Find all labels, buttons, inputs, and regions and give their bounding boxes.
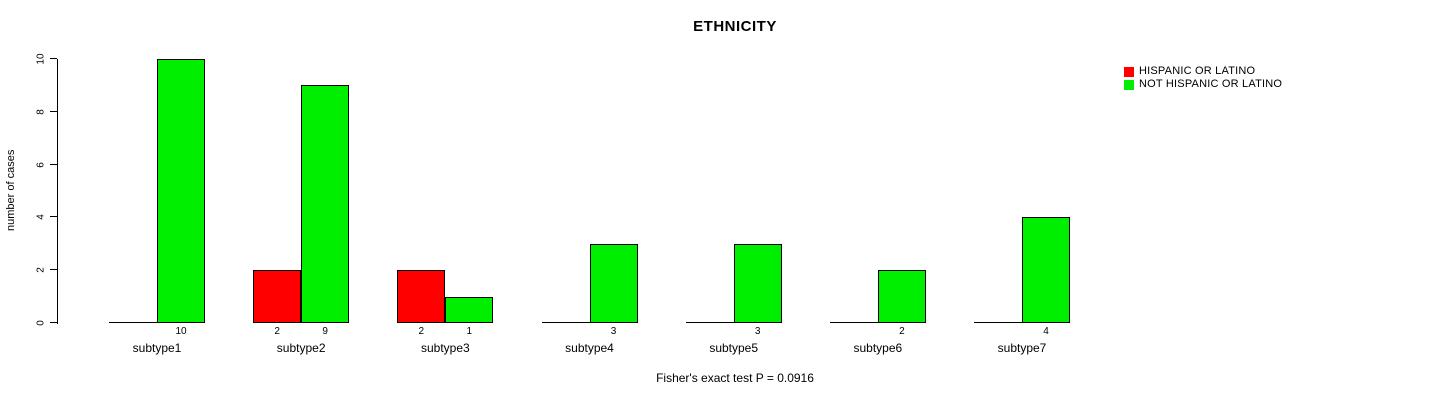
y-tick-mark — [50, 58, 57, 59]
y-tick-mark — [50, 110, 57, 112]
legend-swatch-hispanic-icon — [1124, 66, 1134, 77]
category-label-subtype2: subtype2 — [276, 341, 326, 355]
y-tick-mark — [50, 216, 57, 218]
zero-bar-subtype5-series0 — [685, 322, 734, 323]
bar-value-label: 10 — [175, 326, 187, 337]
category-label-subtype3: subtype3 — [420, 341, 470, 355]
legend-item-not-hispanic: NOT HISPANIC OR LATINO — [1124, 78, 1282, 91]
y-tick-mark — [50, 269, 57, 271]
bar-value-label: 9 — [322, 326, 328, 337]
zero-bar-subtype4-series0 — [541, 322, 590, 323]
bar-subtype3-series1 — [445, 297, 494, 323]
bar-subtype7-series1 — [1022, 217, 1071, 323]
chart-title: ETHNICITY — [693, 18, 777, 35]
bar-value-label: 3 — [610, 326, 617, 337]
bar-subtype2-series1 — [301, 85, 350, 323]
bar-subtype1-series1 — [157, 59, 205, 323]
y-tick-label: 8 — [35, 109, 47, 115]
bar-value-label: 2 — [274, 326, 280, 337]
legend: HISPANIC OR LATINO NOT HISPANIC OR LATIN… — [1124, 65, 1282, 91]
zero-bar-subtype1-series0 — [109, 322, 157, 323]
zero-bar-subtype6-series0 — [829, 322, 878, 323]
legend-label-hispanic: HISPANIC OR LATINO — [1139, 65, 1256, 77]
y-tick-label: 10 — [35, 53, 47, 65]
legend-swatch-not-hispanic-icon — [1124, 79, 1134, 90]
bar-subtype6-series1 — [877, 270, 926, 323]
bar-value-label: 1 — [466, 326, 473, 337]
bar-value-label: 2 — [899, 326, 905, 337]
category-label-subtype6: subtype6 — [853, 341, 903, 355]
y-tick-mark — [50, 322, 57, 323]
y-tick-mark — [50, 163, 57, 165]
bar-subtype3-series0 — [397, 270, 446, 323]
y-tick-label: 0 — [35, 320, 47, 326]
bar-value-label: 3 — [754, 326, 761, 337]
y-axis-line — [57, 59, 58, 324]
y-tick-label: 4 — [35, 214, 47, 221]
y-tick-label: 6 — [35, 161, 47, 168]
footnote-fishers-test: Fisher's exact test P = 0.0916 — [656, 371, 814, 385]
y-tick-label: 2 — [35, 267, 47, 273]
zero-bar-subtype7-series0 — [974, 322, 1023, 323]
category-label-subtype5: subtype5 — [709, 341, 759, 355]
category-label-subtype1: subtype1 — [132, 341, 182, 355]
legend-item-hispanic: HISPANIC OR LATINO — [1124, 65, 1282, 78]
bar-subtype2-series0 — [253, 270, 302, 323]
bar-value-label: 4 — [1043, 326, 1049, 337]
bar-value-label: 2 — [418, 326, 425, 337]
bar-subtype4-series1 — [589, 244, 638, 323]
category-label-subtype4: subtype4 — [565, 341, 614, 355]
legend-label-not-hispanic: NOT HISPANIC OR LATINO — [1139, 78, 1283, 90]
category-label-subtype7: subtype7 — [997, 341, 1047, 355]
y-axis-title: number of cases — [5, 149, 17, 231]
bar-subtype5-series1 — [733, 244, 782, 323]
